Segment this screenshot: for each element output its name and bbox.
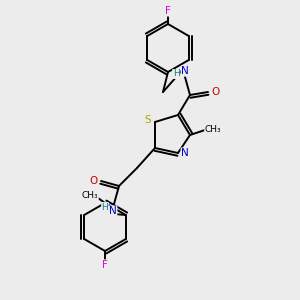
Text: S: S bbox=[145, 115, 151, 125]
Text: H: H bbox=[102, 202, 108, 211]
Text: O: O bbox=[90, 176, 98, 186]
Text: N: N bbox=[109, 206, 117, 216]
Text: N: N bbox=[181, 66, 189, 76]
Text: N: N bbox=[181, 148, 189, 158]
Text: CH₃: CH₃ bbox=[205, 125, 221, 134]
Text: O: O bbox=[211, 87, 219, 97]
Text: H: H bbox=[172, 70, 179, 79]
Text: CH₃: CH₃ bbox=[82, 190, 98, 200]
Text: F: F bbox=[165, 6, 171, 16]
Text: F: F bbox=[102, 260, 108, 270]
